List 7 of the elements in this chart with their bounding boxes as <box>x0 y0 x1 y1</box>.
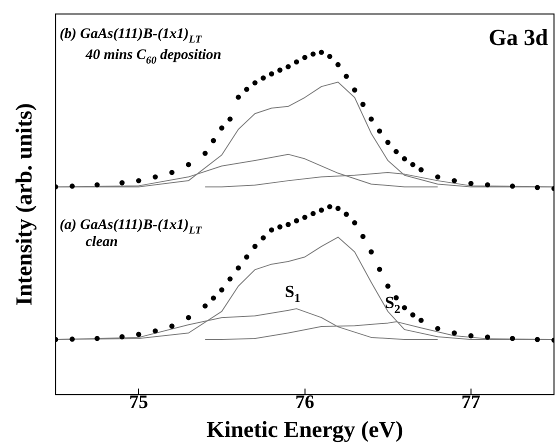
text: Ga 3d <box>488 25 548 50</box>
x-tick-label: 77 <box>461 392 481 413</box>
annotation: clean <box>86 234 118 250</box>
x-axis-title: Kinetic Energy (eV) <box>206 417 404 444</box>
x-tick-label: 75 <box>129 392 148 413</box>
x-tick-label: 76 <box>295 392 314 413</box>
y-axis-title: Intensity (arb. units) <box>12 103 37 306</box>
